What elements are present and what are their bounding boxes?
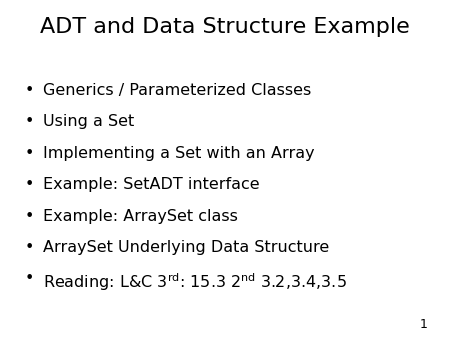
Text: •: •	[25, 209, 34, 223]
Text: ArraySet Underlying Data Structure: ArraySet Underlying Data Structure	[43, 240, 329, 255]
Text: •: •	[25, 114, 34, 129]
Text: Example: ArraySet class: Example: ArraySet class	[43, 209, 238, 223]
Text: Using a Set: Using a Set	[43, 114, 134, 129]
Text: Implementing a Set with an Array: Implementing a Set with an Array	[43, 146, 315, 161]
Text: ADT and Data Structure Example: ADT and Data Structure Example	[40, 17, 410, 37]
Text: •: •	[25, 177, 34, 192]
Text: •: •	[25, 83, 34, 98]
Text: Example: SetADT interface: Example: SetADT interface	[43, 177, 259, 192]
Text: •: •	[25, 271, 34, 286]
Text: •: •	[25, 146, 34, 161]
Text: 1: 1	[419, 318, 428, 331]
Text: Reading: L&C $3^{\sf rd}$: 15.3 $2^{\sf nd}$ 3.2,3.4,3.5: Reading: L&C $3^{\sf rd}$: 15.3 $2^{\sf …	[43, 271, 346, 293]
Text: •: •	[25, 240, 34, 255]
Text: Generics / Parameterized Classes: Generics / Parameterized Classes	[43, 83, 311, 98]
